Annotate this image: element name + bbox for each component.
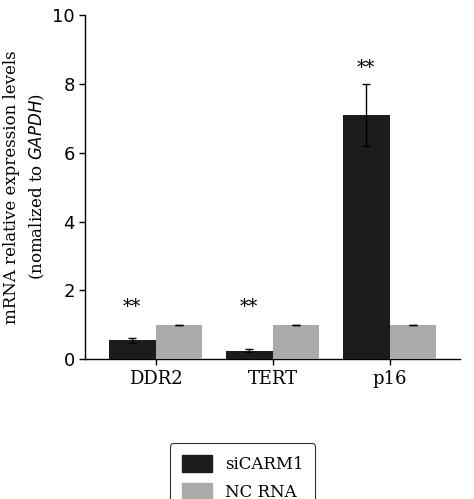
Bar: [390, 325, 437, 359]
Bar: [273, 325, 319, 359]
Text: **: **: [123, 298, 141, 316]
Text: **: **: [240, 298, 258, 316]
Bar: [109, 340, 155, 359]
Bar: [226, 351, 273, 359]
Bar: [343, 115, 390, 359]
Text: **: **: [357, 59, 375, 77]
Bar: [155, 325, 202, 359]
Y-axis label: mRNA relative expression levels
(nomalized to $\it{GAPDH}$): mRNA relative expression levels (nomaliz…: [3, 50, 47, 324]
Legend: siCARM1, NC RNA: siCARM1, NC RNA: [170, 444, 315, 499]
